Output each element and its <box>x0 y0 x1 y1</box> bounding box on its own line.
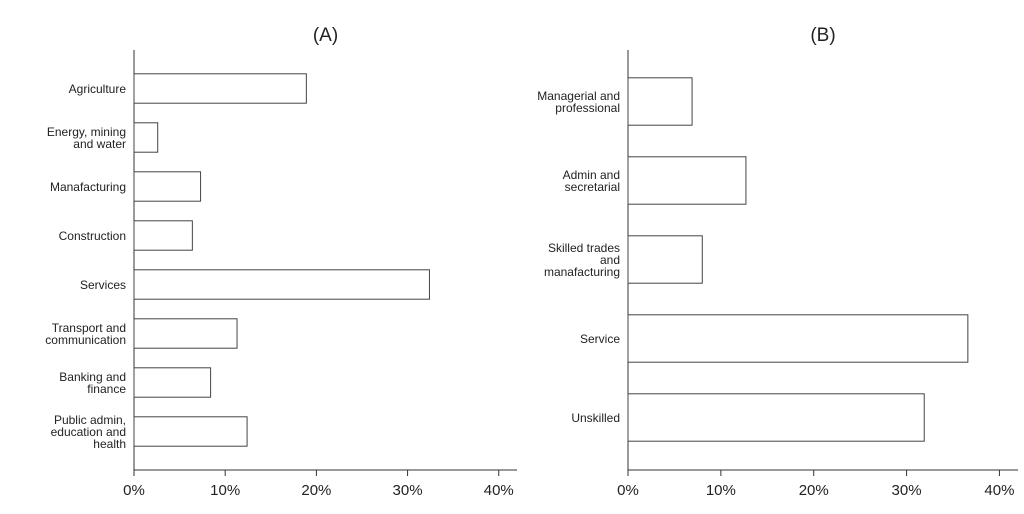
bar <box>627 235 703 284</box>
x-tick-label: 40% <box>484 482 514 499</box>
bar <box>627 77 693 126</box>
x-tick-label: 0% <box>617 482 639 499</box>
y-tick-label: Services <box>79 277 126 292</box>
y-tick-label: Skilled trades and manafacturing <box>543 240 620 279</box>
y-tick-label: Service <box>579 331 620 346</box>
bar <box>133 171 202 202</box>
x-tick-label: 20% <box>799 482 829 499</box>
y-tick-label: Energy, mining and water <box>46 124 126 151</box>
x-tick-label: 40% <box>984 482 1014 499</box>
bar <box>133 122 159 153</box>
y-tick-label: Manafacturing <box>49 179 126 194</box>
x-tick-label: 20% <box>301 482 331 499</box>
bar <box>133 416 248 447</box>
y-tick-label: Transport and communication <box>45 320 126 347</box>
x-tick-label: 10% <box>210 482 240 499</box>
bar <box>627 156 747 205</box>
bar <box>133 73 307 104</box>
y-tick-label: Public admin, education and health <box>50 412 126 451</box>
y-tick-label: Unskilled <box>571 410 620 425</box>
bar <box>133 269 430 300</box>
bar <box>133 318 238 349</box>
y-tick-label: Construction <box>58 228 126 243</box>
y-tick-label: Agriculture <box>68 81 126 96</box>
y-tick-label: Admin and secretarial <box>562 167 620 194</box>
x-tick-label: 10% <box>706 482 736 499</box>
x-tick-label: 30% <box>892 482 922 499</box>
x-tick-label: 30% <box>393 482 423 499</box>
y-tick-label: Managerial and professional <box>537 88 620 115</box>
chart-title: (A) <box>313 25 338 46</box>
bar <box>133 220 193 251</box>
bar <box>133 367 212 398</box>
y-tick-label: Banking and finance <box>59 369 126 396</box>
x-tick-label: 0% <box>123 482 145 499</box>
chart-title: (B) <box>810 25 835 46</box>
bar <box>627 314 969 363</box>
bar <box>627 393 925 442</box>
